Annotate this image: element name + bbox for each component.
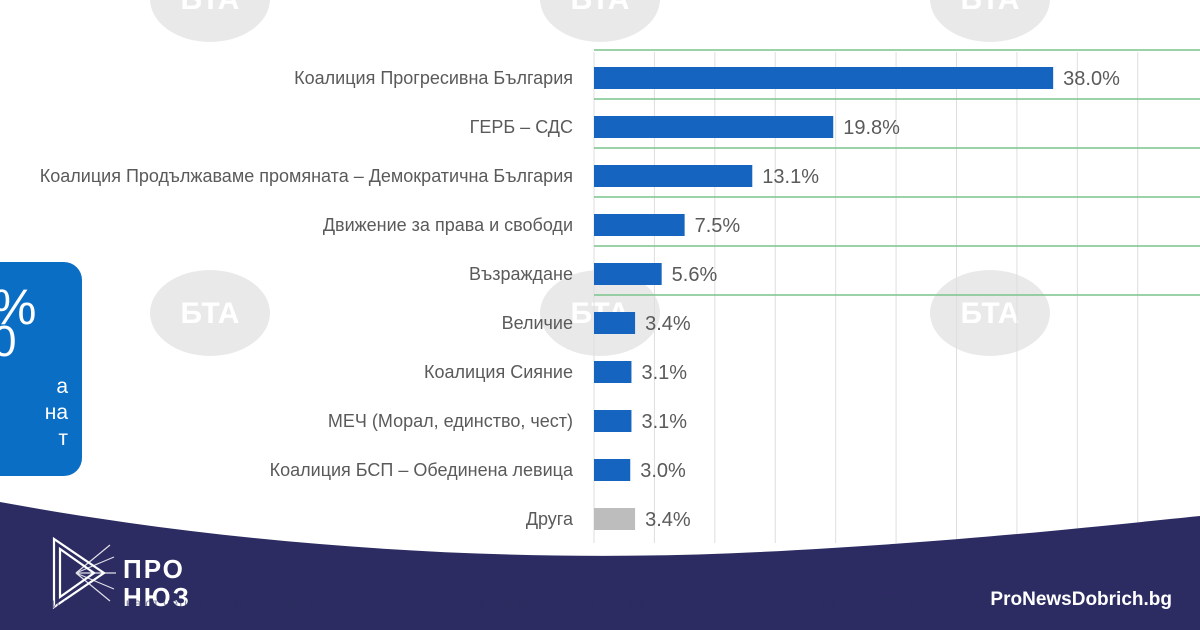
pronews-logo-icon [52,536,116,610]
footnote: зчислени като средна от четири прогности… [0,595,941,611]
watermark-label: БТА [961,297,1020,330]
value-label: 5.6% [672,264,718,286]
category-label: Коалиция Прогресивна България [294,68,573,88]
value-label: 3.0% [640,460,686,482]
category-label: Коалиция Продължаваме промяната – Демокр… [40,166,573,186]
side-card-line: т [58,427,68,450]
bar [594,67,1054,89]
category-label: Величие [502,313,573,333]
bta-watermark: БТА [930,270,1050,356]
category-label: Движение за права и свободи [323,215,573,235]
category-label: Коалиция БСП – Обединена левица [270,460,574,480]
footer-band [0,490,1200,630]
bar [594,410,632,432]
value-label: 38.0% [1063,68,1120,90]
bar [594,361,632,383]
value-label: 3.4% [645,313,691,335]
bar [594,312,636,334]
side-card-big-bottom: 0 [0,317,17,366]
value-label: 3.4% [645,509,691,531]
category-label: Възраждане [469,264,573,284]
category-label: Друга [526,509,574,529]
watermark-label: БТА [961,0,1020,16]
side-card-big-top: % [0,282,36,332]
bar [594,214,685,236]
chart-highlight-lines [594,49,1200,296]
bar [594,263,662,285]
watermark-label: БТА [181,297,240,330]
bta-watermark: БТА [540,0,660,42]
value-label: 3.1% [641,411,687,433]
category-label: МЕЧ (Морал, единство, чест) [328,411,573,431]
value-label: 3.1% [641,362,687,384]
category-label: Коалиция Сияние [424,362,573,382]
brand-line-2: НЮЗ [123,582,191,612]
brand-line-1: ПРО [123,554,185,584]
watermark-label: БТА [571,0,630,16]
value-label: 19.8% [843,117,900,139]
bta-watermark: БТА [150,0,270,42]
footer-wave [0,502,1200,630]
bar [594,508,636,530]
brand-name: ПРО НЮЗ [123,556,191,610]
watermark-label: БТА [181,0,240,16]
value-label: 13.1% [762,166,819,188]
side-card-line: на [44,401,68,424]
category-label: ГЕРБ – СДС [470,117,573,137]
bar [594,165,753,187]
site-url[interactable]: ProNewsDobrich.bg [990,589,1172,610]
side-info-card: % 0 а на т [0,262,82,476]
bar [594,459,631,481]
side-card-text: а на т [0,374,68,452]
chart-bars: Коалиция Прогресивна България 38.0% ГЕРБ –… [40,67,1120,531]
value-label: 7.5% [695,215,741,237]
bta-watermark: БТА [930,0,1050,42]
side-card-line: а [56,375,68,398]
bar [594,116,834,138]
bta-watermark: БТА [150,270,270,356]
